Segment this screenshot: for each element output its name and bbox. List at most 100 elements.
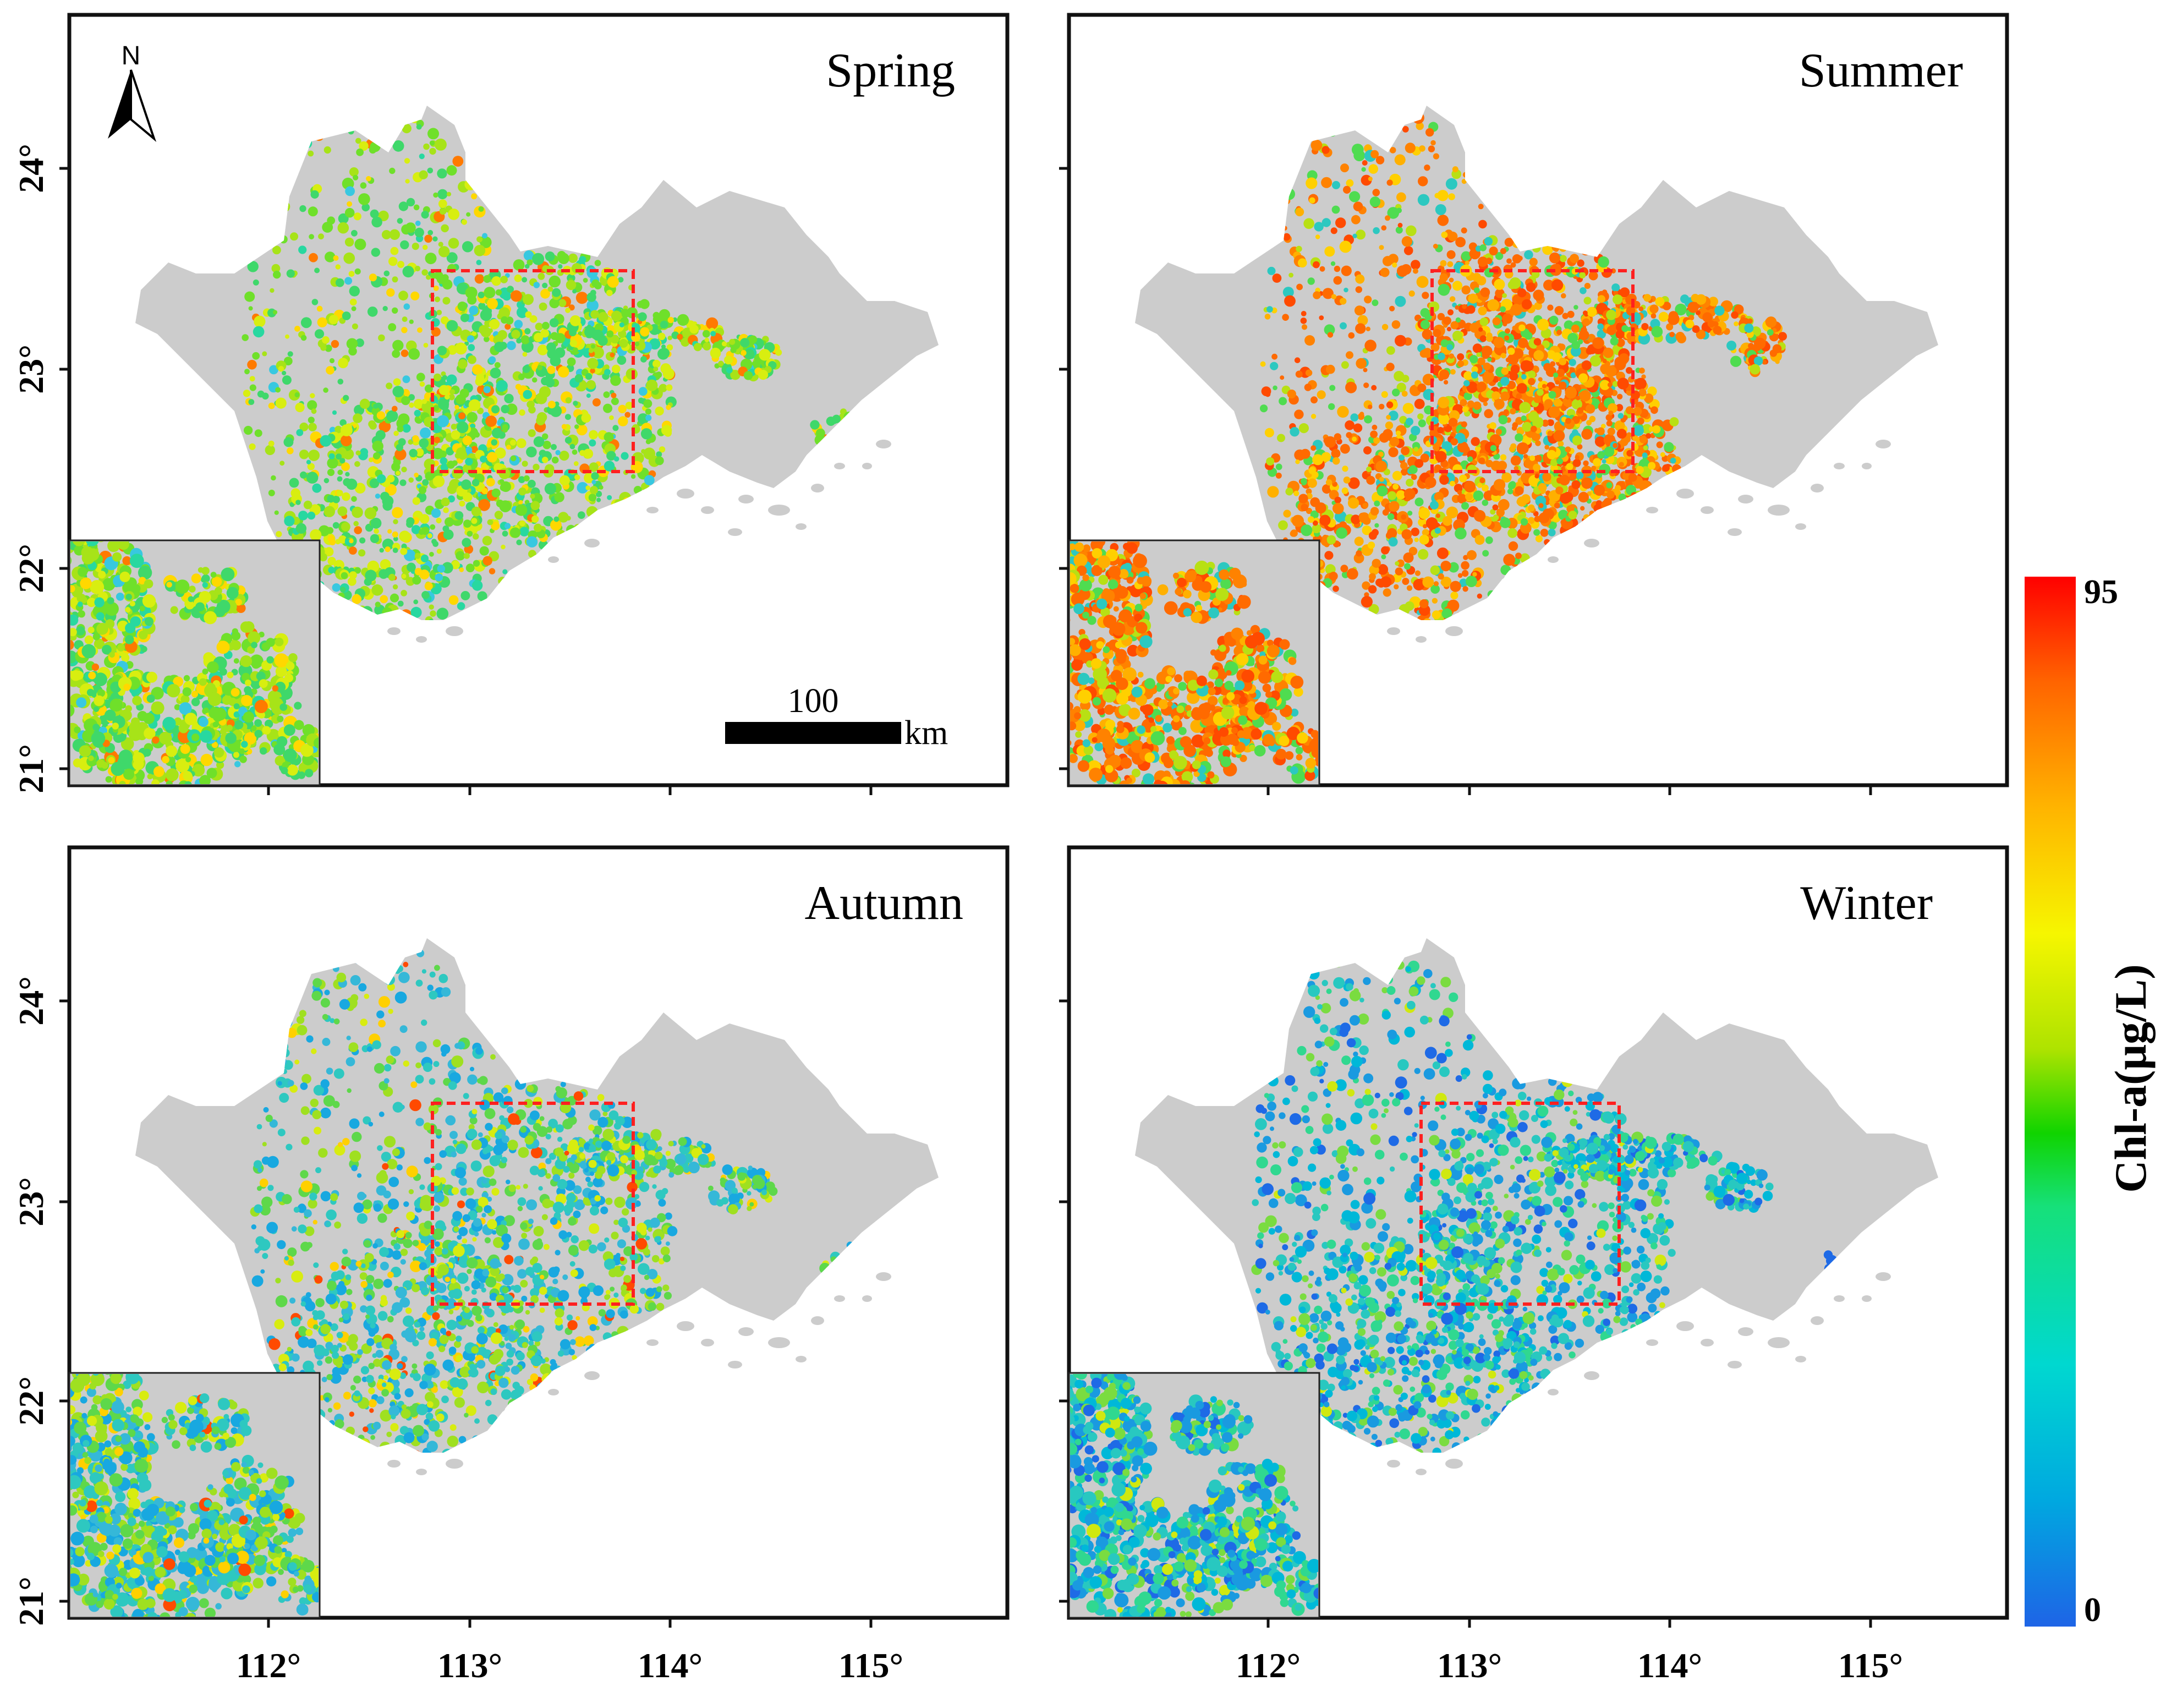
- water-pixel: [1533, 289, 1544, 301]
- water-pixel: [353, 413, 363, 423]
- water-pixel: [180, 744, 190, 754]
- water-pixel: [1478, 457, 1485, 464]
- water-pixel: [538, 272, 545, 280]
- water-pixel: [1406, 479, 1414, 487]
- water-pixel: [486, 442, 491, 448]
- water-pixel: [1392, 573, 1402, 583]
- water-pixel: [442, 375, 448, 380]
- water-pixel: [81, 644, 96, 659]
- water-pixel: [327, 457, 338, 469]
- water-pixel: [1261, 386, 1271, 396]
- water-pixel: [439, 207, 447, 215]
- water-pixel: [1346, 351, 1353, 359]
- water-pixel: [437, 346, 447, 355]
- water-pixel: [407, 562, 416, 572]
- water-pixel: [405, 222, 416, 233]
- water-pixel: [500, 484, 507, 491]
- lat-tick-label: 23°: [12, 344, 51, 394]
- water-pixel: [1569, 359, 1576, 366]
- water-pixel: [565, 397, 572, 404]
- water-pixel: [610, 352, 615, 358]
- water-pixel: [351, 496, 357, 502]
- water-pixel: [1639, 368, 1645, 374]
- water-pixel: [457, 302, 467, 311]
- water-pixel: [250, 678, 262, 689]
- water-pixel: [710, 331, 716, 337]
- water-pixel: [533, 436, 545, 447]
- water-pixel: [1315, 502, 1326, 514]
- water-pixel: [342, 311, 351, 320]
- water-pixel: [62, 558, 68, 564]
- water-pixel: [1416, 122, 1424, 130]
- water-pixel: [408, 394, 415, 401]
- water-pixel: [1482, 550, 1489, 557]
- water-pixel: [253, 279, 259, 286]
- water-pixel: [1414, 459, 1424, 468]
- water-pixel: [520, 335, 530, 344]
- water-pixel: [586, 380, 596, 390]
- water-pixel: [146, 694, 155, 703]
- water-pixel: [344, 277, 353, 285]
- water-pixel: [604, 432, 614, 442]
- water-pixel: [1298, 258, 1307, 268]
- water-pixel: [1606, 420, 1613, 427]
- water-pixel: [558, 264, 563, 269]
- water-pixel: [1386, 346, 1395, 355]
- water-pixel: [446, 374, 457, 385]
- water-pixel: [1450, 581, 1461, 592]
- water-pixel: [344, 237, 354, 247]
- water-pixel: [1306, 177, 1318, 189]
- water-pixel: [1570, 254, 1579, 264]
- water-pixel: [1457, 490, 1462, 495]
- water-pixel: [1400, 468, 1408, 476]
- water-pixel: [129, 600, 135, 607]
- water-pixel: [199, 775, 211, 784]
- water-pixel: [414, 409, 421, 417]
- water-pixel: [1521, 374, 1527, 380]
- water-pixel: [355, 338, 364, 347]
- water-pixel: [271, 264, 281, 273]
- water-pixel: [1447, 261, 1454, 267]
- water-pixel: [1319, 514, 1331, 526]
- water-pixel: [94, 638, 105, 649]
- water-pixel: [586, 267, 598, 278]
- water-pixel: [285, 334, 289, 339]
- water-pixel: [282, 370, 287, 376]
- water-pixel: [340, 435, 352, 446]
- water-pixel: [249, 376, 255, 382]
- water-pixel: [359, 398, 370, 409]
- water-pixel: [612, 425, 619, 431]
- water-pixel: [484, 287, 496, 299]
- water-pixel: [410, 606, 422, 618]
- water-pixel: [216, 761, 224, 769]
- water-pixel: [299, 205, 306, 212]
- water-pixel: [188, 596, 194, 603]
- water-pixel: [557, 366, 569, 378]
- water-pixel: [242, 672, 250, 682]
- water-pixel: [1378, 451, 1384, 457]
- water-pixel: [652, 359, 661, 368]
- water-pixel: [70, 704, 75, 717]
- water-pixel: [1529, 258, 1538, 266]
- water-pixel: [456, 394, 466, 405]
- water-pixel: [1325, 479, 1332, 486]
- water-pixel: [1328, 403, 1335, 410]
- water-pixel: [1375, 156, 1385, 165]
- water-pixel: [1389, 305, 1395, 311]
- water-pixel: [501, 544, 506, 550]
- water-pixel: [294, 702, 302, 710]
- water-pixel: [448, 238, 459, 249]
- water-pixel: [646, 379, 658, 391]
- water-pixel: [613, 456, 619, 462]
- water-pixel: [392, 349, 401, 358]
- water-pixel: [446, 165, 457, 176]
- water-pixel: [1597, 330, 1606, 339]
- water-pixel: [249, 443, 256, 450]
- water-pixel: [247, 261, 259, 272]
- water-pixel: [79, 745, 91, 757]
- water-pixel: [349, 539, 354, 544]
- water-pixel: [1579, 272, 1586, 279]
- water-pixel: [592, 398, 601, 407]
- water-pixel: [251, 725, 257, 731]
- water-pixel: [275, 637, 284, 647]
